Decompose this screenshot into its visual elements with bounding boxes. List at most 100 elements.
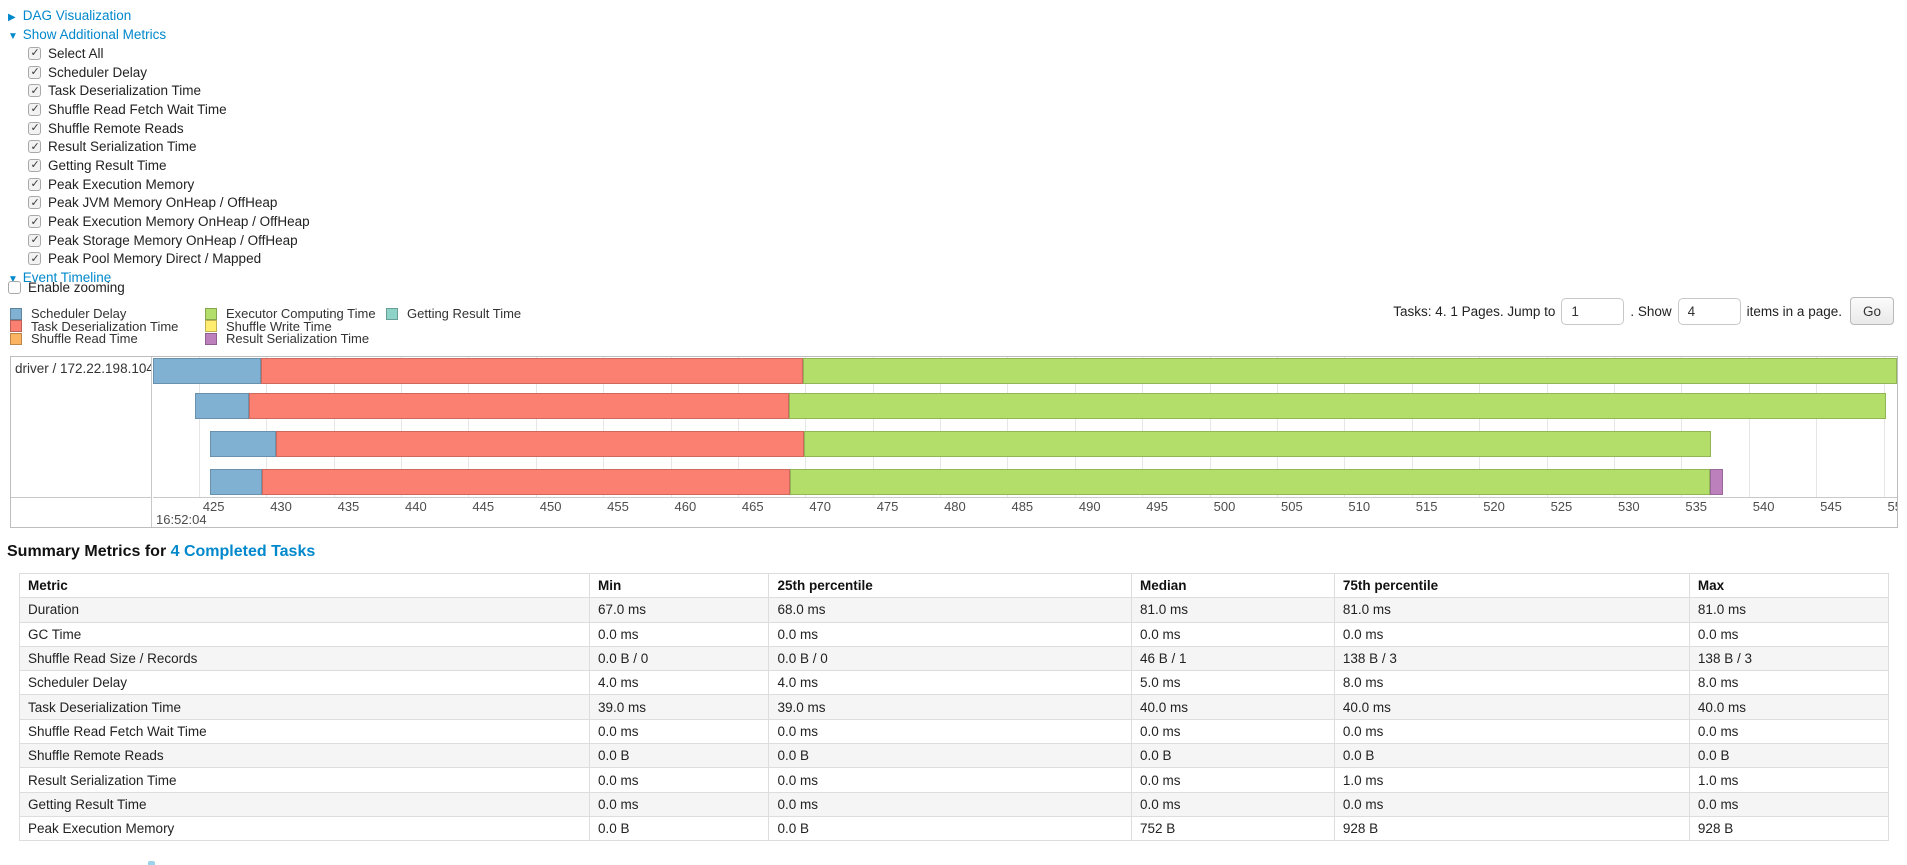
metric-checkbox[interactable] bbox=[28, 102, 41, 116]
task-bar-segment-executor-computing[interactable] bbox=[789, 393, 1887, 419]
metric-checkbox[interactable] bbox=[28, 252, 41, 266]
timeline-gridline bbox=[603, 357, 605, 497]
table-row: Duration 67.0 ms 68.0 ms 81.0 ms 81.0 ms 81.0… bbox=[18, 597, 1890, 623]
event-timeline-toggle[interactable]: ▼ Event Timeline bbox=[8, 268, 310, 287]
legend-label: Shuffle Write Time bbox=[226, 318, 332, 334]
task-bar-segment-task-deserialization[interactable] bbox=[248, 393, 790, 419]
timeline-tick-label: 470 bbox=[809, 499, 832, 514]
metric-value-cell: 138 B / 3 bbox=[1333, 645, 1690, 672]
enable-zooming-label: Enable zooming bbox=[28, 279, 125, 295]
metric-checkbox-row: Peak JVM Memory OnHeap / OffHeap bbox=[28, 194, 310, 213]
timeline-tick-label: 435 bbox=[337, 499, 360, 514]
task-bar-segment-task-deserialization[interactable] bbox=[260, 358, 803, 384]
metric-value-cell: 5.0 ms bbox=[1131, 670, 1335, 696]
metric-value-cell: 1.0 ms bbox=[1688, 767, 1890, 793]
metric-checkbox[interactable] bbox=[28, 196, 41, 210]
legend-label: Shuffle Read Time bbox=[31, 331, 138, 347]
timeline-tick-label: 430 bbox=[270, 499, 292, 514]
metric-value-cell: 0.0 B bbox=[768, 815, 1133, 842]
task-bar-segment-scheduler-delay[interactable] bbox=[209, 469, 263, 495]
metric-value-cell: 1.0 ms bbox=[1333, 767, 1690, 793]
metric-checkbox[interactable] bbox=[28, 140, 41, 154]
table-row: Shuffle Read Size / Records 0.0 B / 0 0.0 … bbox=[18, 645, 1890, 672]
metric-checkbox[interactable] bbox=[28, 177, 41, 191]
metric-checkbox-label: Peak Storage Memory OnHeap / OffHeap bbox=[48, 232, 298, 248]
task-bar-segment-task-deserialization[interactable] bbox=[275, 431, 804, 457]
timeline-tick-label: 490 bbox=[1078, 499, 1101, 514]
timeline-tick-label: 455 bbox=[607, 499, 629, 514]
table-header-row: Metric Min 25th percentile Median 75th perce… bbox=[18, 572, 1890, 599]
enable-zooming-checkbox[interactable] bbox=[8, 280, 21, 294]
metric-value-cell: 0.0 ms bbox=[1688, 791, 1890, 817]
metric-checkbox-row: Shuffle Read Fetch Wait Time bbox=[28, 100, 310, 119]
metric-name-cell: Shuffle Read Size / Records bbox=[18, 645, 591, 672]
timeline-tick-label: 445 bbox=[472, 499, 495, 514]
show-additional-metrics-link[interactable]: Show Additional Metrics bbox=[22, 27, 167, 42]
chevron-down-icon: ▼ bbox=[8, 274, 18, 286]
legend-item: Executor Computing Time bbox=[205, 306, 376, 321]
task-bar-segment-task-deserialization[interactable] bbox=[262, 469, 791, 495]
metric-value-cell: 67.0 ms bbox=[589, 597, 770, 623]
metric-name-cell: Peak Execution Memory bbox=[18, 815, 591, 842]
metric-value-cell: 0.0 ms bbox=[768, 718, 1133, 745]
jump-to-page-input[interactable] bbox=[1561, 297, 1625, 325]
completed-tasks-link[interactable]: 4 Completed Tasks bbox=[170, 543, 316, 560]
task-bar-segment-result-serialization[interactable] bbox=[1709, 469, 1724, 495]
pagination-suffix-text: items in a page. bbox=[1746, 303, 1842, 319]
metric-checkbox[interactable] bbox=[28, 233, 41, 247]
metric-checkbox[interactable] bbox=[28, 46, 41, 60]
timeline-gridline bbox=[1142, 357, 1144, 497]
metric-checkbox-row: Task Deserialization Time bbox=[28, 81, 310, 100]
timeline-time-axis: 425 430 435 440 445 450 455 460 465 470 475 480 485 4… bbox=[153, 497, 1897, 527]
metric-checkbox[interactable] bbox=[28, 84, 41, 98]
legend-item: Result Serialization Time bbox=[205, 331, 369, 346]
legend-swatch-scheduler-delay bbox=[10, 307, 22, 320]
metric-name-cell: Task Deserialization Time bbox=[18, 694, 591, 720]
task-bar-segment-executor-computing[interactable] bbox=[802, 358, 1897, 384]
task-bar-segment-scheduler-delay[interactable] bbox=[209, 431, 276, 457]
metric-checkbox-row: Shuffle Remote Reads bbox=[28, 119, 310, 138]
legend-swatch-executor-computing-time bbox=[205, 307, 217, 320]
metric-name-cell: Shuffle Read Fetch Wait Time bbox=[18, 718, 591, 745]
task-bar-segment-scheduler-delay[interactable] bbox=[194, 393, 249, 419]
metric-checkbox-label: Scheduler Delay bbox=[48, 64, 148, 80]
go-button[interactable]: Go bbox=[1849, 297, 1894, 325]
task-bar-segment-scheduler-delay[interactable] bbox=[153, 358, 261, 384]
legend-swatch-getting-result-time bbox=[386, 307, 398, 320]
additional-metrics-section: ▶ DAG Visualization ▼ Show Additional Me… bbox=[8, 6, 310, 287]
metric-checkbox[interactable] bbox=[28, 121, 41, 135]
timeline-tick-label: 500 bbox=[1213, 499, 1236, 514]
metric-checkbox-row: Peak Storage Memory OnHeap / OffHeap bbox=[28, 231, 310, 250]
pagination-mid-text: . Show bbox=[1630, 303, 1672, 319]
dag-visualization-toggle[interactable]: ▶ DAG Visualization bbox=[8, 6, 310, 25]
items-per-page-input[interactable] bbox=[1677, 297, 1741, 325]
metric-value-cell: 40.0 ms bbox=[1131, 694, 1335, 720]
table-row: Task Deserialization Time 39.0 ms 39.0 ms 4… bbox=[18, 694, 1890, 720]
show-additional-metrics-toggle[interactable]: ▼ Show Additional Metrics bbox=[8, 25, 310, 44]
metric-checkbox[interactable] bbox=[28, 215, 41, 229]
legend-item: Shuffle Write Time bbox=[205, 318, 332, 334]
dag-visualization-link[interactable]: DAG Visualization bbox=[22, 8, 132, 23]
timeline-gridline bbox=[1344, 357, 1346, 497]
metric-checkbox-label: Peak JVM Memory OnHeap / OffHeap bbox=[48, 195, 278, 211]
task-bar-segment-executor-computing[interactable] bbox=[803, 431, 1711, 457]
table-row: Peak Execution Memory 0.0 B 0.0 B 752 B 928 … bbox=[18, 815, 1890, 842]
timeline-tick-label: 530 bbox=[1617, 499, 1640, 514]
metric-name-cell: GC Time bbox=[18, 621, 591, 647]
chevron-down-icon: ▼ bbox=[8, 31, 18, 42]
timeline-gridline bbox=[1816, 357, 1818, 497]
metric-checkbox[interactable] bbox=[28, 158, 41, 172]
table-header-cell: Metric bbox=[18, 572, 591, 599]
metric-value-cell: 0.0 B bbox=[589, 815, 770, 842]
metric-value-cell: 0.0 ms bbox=[1688, 621, 1890, 647]
metric-value-cell: 4.0 ms bbox=[589, 670, 770, 696]
metric-checkbox-row: Peak Execution Memory OnHeap / OffHeap bbox=[28, 212, 310, 231]
metric-checkbox[interactable] bbox=[28, 65, 41, 79]
metric-checkbox-label: Shuffle Remote Reads bbox=[48, 120, 184, 136]
event-timeline-link[interactable]: Event Timeline bbox=[22, 270, 112, 286]
table-row: Shuffle Read Fetch Wait Time 0.0 ms 0.0 ms… bbox=[18, 718, 1890, 745]
metric-name-cell: Result Serialization Time bbox=[18, 767, 591, 793]
metric-value-cell: 4.0 ms bbox=[768, 670, 1133, 696]
metric-name-cell: Getting Result Time bbox=[18, 791, 591, 817]
task-bar-segment-executor-computing[interactable] bbox=[790, 469, 1710, 495]
